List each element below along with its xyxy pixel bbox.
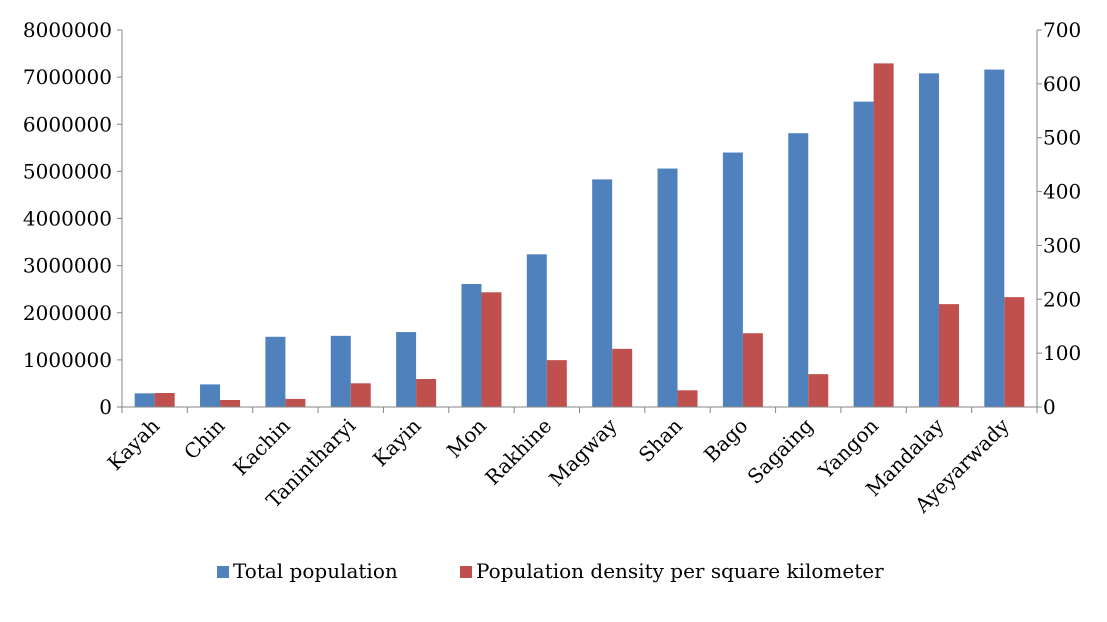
bar-population-density-yangon	[873, 63, 894, 408]
y-left-tick-label: 5000000	[23, 159, 112, 183]
bar-total-population-kayin	[396, 332, 417, 407]
y-right-tick-label: 0	[1043, 395, 1056, 419]
bar-population-density-ayeyarwady	[1004, 297, 1025, 407]
x-category-label: Kayin	[368, 413, 426, 471]
legend: Total population Population density per s…	[217, 559, 884, 583]
bars	[134, 63, 1025, 408]
bar-population-density-shan	[677, 390, 698, 407]
bar-total-population-yangon	[853, 101, 874, 407]
bar-population-density-sagaing	[808, 374, 829, 407]
x-category-label: Magway	[544, 413, 622, 491]
x-category-label: Sagaing	[743, 413, 818, 488]
y-axis-left-ticks: 0 1000000 2000000 3000000 4000000 5000000 6000…	[23, 18, 112, 419]
y-left-tick-label: 4000000	[23, 207, 112, 231]
bar-population-density-kayah	[154, 392, 175, 407]
bar-total-population-rakhine	[526, 254, 547, 407]
bar-population-density-rakhine	[546, 360, 567, 407]
bar-total-population-sagaing	[788, 133, 809, 408]
y-left-tick-label: 7000000	[23, 65, 112, 89]
y-left-tick-label: 0	[99, 395, 112, 419]
bar-total-population-tanintharyi	[330, 335, 351, 407]
y-axis-right-ticks: 0 100 200 300 400 500 600 700	[1043, 18, 1081, 419]
x-category-label: Rakhine	[480, 414, 556, 490]
bar-population-density-magway	[612, 348, 633, 407]
bar-population-density-mandalay	[938, 304, 959, 407]
y-left-tick-label: 3000000	[23, 254, 112, 278]
legend-item-total-population: Total population	[233, 559, 398, 583]
bar-population-density-chin	[220, 399, 241, 407]
y-left-tick-label: 2000000	[23, 301, 112, 325]
bar-population-density-kachin	[285, 398, 306, 407]
y-right-tick-label: 500	[1043, 126, 1081, 150]
bar-total-population-mon	[461, 284, 482, 407]
y-right-tick-label: 200	[1043, 287, 1081, 311]
y-left-tick-label: 1000000	[23, 348, 112, 372]
y-left-tick-label: 8000000	[23, 18, 112, 42]
bar-population-density-tanintharyi	[350, 383, 371, 407]
axes	[117, 29, 1042, 413]
x-category-label: Bago	[699, 414, 752, 467]
bar-total-population-bago	[722, 152, 743, 407]
x-category-label: Shan	[634, 413, 687, 466]
y-right-tick-label: 600	[1043, 72, 1081, 96]
y-left-tick-label: 6000000	[23, 112, 112, 136]
legend-swatch	[460, 566, 472, 578]
y-right-tick-label: 400	[1043, 180, 1081, 204]
bar-total-population-kayah	[134, 393, 155, 407]
x-category-label: Kayah	[103, 413, 165, 475]
bar-total-population-kachin	[265, 336, 286, 407]
bar-total-population-chin	[200, 384, 221, 407]
bar-total-population-magway	[592, 179, 613, 407]
bar-population-density-mon	[481, 292, 502, 407]
bar-total-population-mandalay	[918, 73, 939, 407]
y-right-tick-label: 700	[1043, 18, 1081, 42]
bar-population-density-kayin	[416, 378, 437, 407]
bar-total-population-ayeyarwady	[984, 69, 1005, 408]
x-category-label: Mon	[442, 413, 491, 462]
legend-swatch	[217, 566, 229, 578]
bar-total-population-shan	[657, 168, 678, 407]
x-category-label: Chin	[179, 413, 230, 464]
y-right-tick-label: 100	[1043, 341, 1081, 365]
bar-population-density-bago	[742, 333, 763, 407]
x-category-label: Kachin	[228, 413, 295, 480]
legend-item-population-density: Population density per square kilometer	[476, 559, 884, 583]
y-right-tick-label: 300	[1043, 233, 1081, 257]
